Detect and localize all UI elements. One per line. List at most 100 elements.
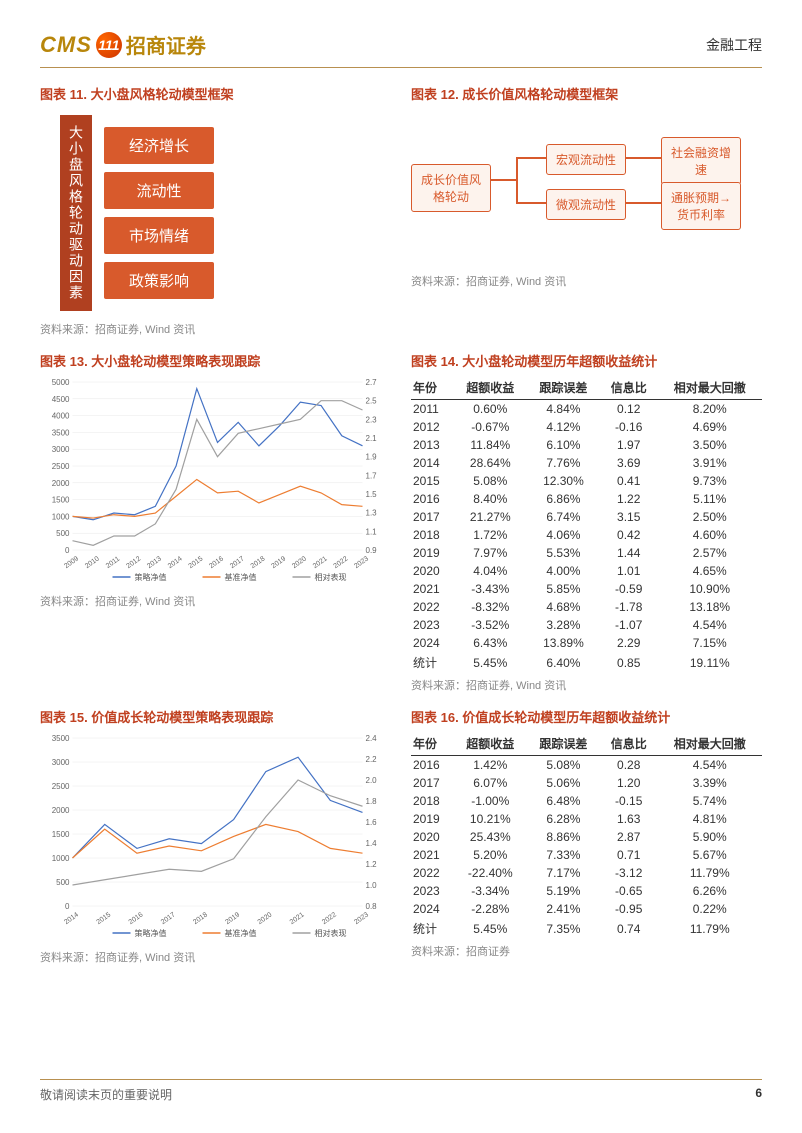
table-row: 201910.21%6.28%1.634.81% <box>411 810 762 828</box>
svg-text:2.0: 2.0 <box>366 776 378 785</box>
svg-text:2.3: 2.3 <box>366 415 378 424</box>
svg-text:500: 500 <box>56 878 70 887</box>
table-row: 20204.04%4.00%1.014.65% <box>411 562 762 580</box>
svg-text:2000: 2000 <box>52 806 70 815</box>
svg-text:1000: 1000 <box>52 854 70 863</box>
svg-text:2009: 2009 <box>63 555 80 570</box>
svg-text:1500: 1500 <box>52 830 70 839</box>
table-row: 20246.43%13.89%2.297.15% <box>411 634 762 652</box>
table-row: 统计5.45%6.40%0.8519.11% <box>411 652 762 673</box>
row-13-14: 图表 13. 大小盘轮动模型策略表现跟踪 0500100015002000250… <box>40 351 762 703</box>
row-diagrams: 图表 11. 大小盘风格轮动模型框架 大小盘风格轮动驱动因素 经济增长 流动性 … <box>40 84 762 347</box>
fig12-container: 图表 12. 成长价值风格轮动模型框架 成长价值风格轮动 宏观流动性 微观流动性… <box>411 84 762 347</box>
table-header: 跟踪误差 <box>527 732 600 756</box>
svg-text:1.1: 1.1 <box>366 527 378 536</box>
table-row: 20161.42%5.08%0.284.54% <box>411 756 762 775</box>
svg-text:相对表现: 相对表现 <box>315 572 347 582</box>
table-header: 信息比 <box>600 376 657 400</box>
logo-cms-text: CMS <box>40 32 92 58</box>
table-header: 超额收益 <box>454 376 527 400</box>
fig15-chart: 05001000150020002500300035000.81.01.21.4… <box>40 732 391 942</box>
fig11-diagram: 大小盘风格轮动驱动因素 经济增长 流动性 市场情绪 政策影响 <box>40 109 391 317</box>
fig12-connector <box>516 157 518 202</box>
table-row: 2018-1.00%6.48%-0.155.74% <box>411 792 762 810</box>
table-row: 201428.64%7.76%3.693.91% <box>411 454 762 472</box>
fig12-source: 资料来源：招商证券, Wind 资讯 <box>411 273 762 289</box>
table-header: 年份 <box>411 376 454 400</box>
svg-text:2023: 2023 <box>353 555 370 570</box>
table-row: 20181.72%4.06%0.424.60% <box>411 526 762 544</box>
page-footer: 敬请阅读末页的重要说明 6 <box>40 1079 762 1103</box>
fig14-container: 图表 14. 大小盘轮动模型历年超额收益统计 年份超额收益跟踪误差信息比相对最大… <box>411 351 762 703</box>
page-header: CMS 111 招商证券 金融工程 <box>40 30 762 59</box>
svg-text:1.9: 1.9 <box>366 453 378 462</box>
svg-text:基准净值: 基准净值 <box>225 572 257 582</box>
table-row: 20168.40%6.86%1.225.11% <box>411 490 762 508</box>
fig13-chart: 0500100015002000250030003500400045005000… <box>40 376 391 586</box>
fig12-leaf2: 通胀预期→货币利率 <box>661 182 741 230</box>
svg-text:3000: 3000 <box>52 758 70 767</box>
svg-text:0.9: 0.9 <box>366 546 378 555</box>
fig16-table: 年份超额收益跟踪误差信息比相对最大回撤20161.42%5.08%0.284.5… <box>411 732 762 939</box>
fig11-container: 图表 11. 大小盘风格轮动模型框架 大小盘风格轮动驱动因素 经济增长 流动性 … <box>40 84 391 347</box>
svg-text:2023: 2023 <box>353 911 370 926</box>
fig16-source: 资料来源：招商证券 <box>411 943 762 959</box>
fig11-vertical-label: 大小盘风格轮动驱动因素 <box>60 115 92 311</box>
fig15-container: 图表 15. 价值成长轮动模型策略表现跟踪 050010001500200025… <box>40 707 391 975</box>
fig11-factor-0: 经济增长 <box>104 127 214 164</box>
fig12-connector <box>626 157 661 159</box>
table-row: 20155.08%12.30%0.419.73% <box>411 472 762 490</box>
svg-text:2.2: 2.2 <box>366 755 378 764</box>
fig11-factor-1: 流动性 <box>104 172 214 209</box>
fig11-title: 图表 11. 大小盘风格轮动模型框架 <box>40 84 391 103</box>
table-row: 统计5.45%7.35%0.7411.79% <box>411 918 762 939</box>
fig16-container: 图表 16. 价值成长轮动模型历年超额收益统计 年份超额收益跟踪误差信息比相对最… <box>411 707 762 975</box>
row-15-16: 图表 15. 价值成长轮动模型策略表现跟踪 050010001500200025… <box>40 707 762 975</box>
svg-text:4500: 4500 <box>52 395 70 404</box>
svg-text:2.5: 2.5 <box>366 397 378 406</box>
fig11-source: 资料来源：招商证券, Wind 资讯 <box>40 321 391 337</box>
fig14-source: 资料来源：招商证券, Wind 资讯 <box>411 677 762 693</box>
svg-text:2012: 2012 <box>125 555 142 570</box>
svg-text:2016: 2016 <box>128 911 145 926</box>
fig16-title: 图表 16. 价值成长轮动模型历年超额收益统计 <box>411 707 762 726</box>
table-header: 超额收益 <box>454 732 527 756</box>
table-header: 年份 <box>411 732 454 756</box>
fig12-leaf1: 社会融资增速 <box>661 137 741 185</box>
svg-text:2022: 2022 <box>321 911 338 926</box>
svg-text:1.0: 1.0 <box>366 881 378 890</box>
footer-note: 敬请阅读末页的重要说明 <box>40 1086 172 1103</box>
fig12-connector <box>516 202 546 204</box>
svg-text:1.2: 1.2 <box>366 860 378 869</box>
svg-text:2014: 2014 <box>63 911 80 926</box>
table-header: 信息比 <box>600 732 657 756</box>
svg-text:2018: 2018 <box>250 555 267 570</box>
svg-text:1.5: 1.5 <box>366 490 378 499</box>
svg-text:2020: 2020 <box>257 911 274 926</box>
table-row: 201721.27%6.74%3.152.50% <box>411 508 762 526</box>
table-row: 20197.97%5.53%1.442.57% <box>411 544 762 562</box>
svg-text:2022: 2022 <box>333 555 350 570</box>
svg-text:0.8: 0.8 <box>366 902 378 911</box>
table-row: 2022-22.40%7.17%-3.1211.79% <box>411 864 762 882</box>
table-row: 2024-2.28%2.41%-0.950.22% <box>411 900 762 918</box>
svg-text:1.4: 1.4 <box>366 839 378 848</box>
fig12-connector <box>626 202 661 204</box>
svg-text:3500: 3500 <box>52 734 70 743</box>
svg-text:0: 0 <box>65 902 70 911</box>
fig11-factor-list: 经济增长 流动性 市场情绪 政策影响 <box>104 127 214 299</box>
table-row: 2022-8.32%4.68%-1.7813.18% <box>411 598 762 616</box>
svg-text:2011: 2011 <box>105 556 121 570</box>
svg-text:2017: 2017 <box>229 555 246 570</box>
svg-text:基准净值: 基准净值 <box>225 928 257 938</box>
svg-text:1500: 1500 <box>52 496 70 505</box>
svg-text:1.8: 1.8 <box>366 797 378 806</box>
svg-text:1000: 1000 <box>52 512 70 521</box>
svg-text:2.1: 2.1 <box>366 434 378 443</box>
fig13-container: 图表 13. 大小盘轮动模型策略表现跟踪 0500100015002000250… <box>40 351 391 703</box>
svg-text:500: 500 <box>56 529 70 538</box>
fig14-table: 年份超额收益跟踪误差信息比相对最大回撤20110.60%4.84%0.128.2… <box>411 376 762 673</box>
fig11-factor-3: 政策影响 <box>104 262 214 299</box>
svg-text:3000: 3000 <box>52 445 70 454</box>
fig15-title: 图表 15. 价值成长轮动模型策略表现跟踪 <box>40 707 391 726</box>
